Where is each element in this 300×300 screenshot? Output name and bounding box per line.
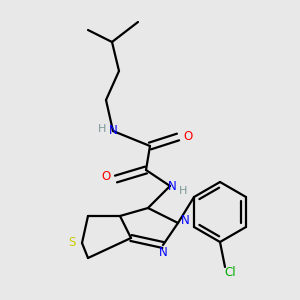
Text: N: N <box>109 124 117 137</box>
Text: N: N <box>159 247 167 260</box>
Text: O: O <box>101 170 111 184</box>
Text: S: S <box>68 236 76 250</box>
Text: H: H <box>98 124 106 134</box>
Text: Cl: Cl <box>224 266 236 278</box>
Text: N: N <box>181 214 189 227</box>
Text: N: N <box>168 179 176 193</box>
Text: O: O <box>183 130 193 143</box>
Text: H: H <box>179 186 187 196</box>
